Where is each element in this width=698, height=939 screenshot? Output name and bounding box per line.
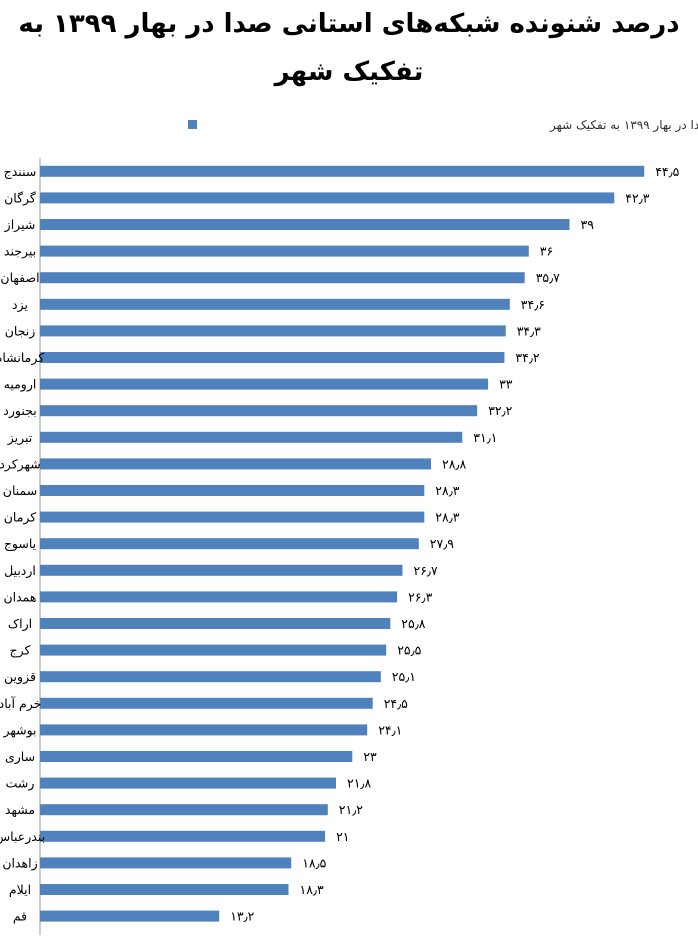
category-labels-group: سنندج گرگان شیراز بیرجند اصفهان یزد زنجان کرمان… <box>0 164 45 925</box>
bar <box>40 485 425 496</box>
bar <box>40 884 289 895</box>
bar <box>40 804 328 816</box>
category-label: اراک <box>8 616 32 632</box>
category-label: کرمانشاه <box>0 350 44 366</box>
bar <box>40 165 645 177</box>
value-label: ۲۴٫۵ <box>384 696 408 711</box>
category-label: بیرجند <box>4 244 36 260</box>
value-label: ۲۴٫۱ <box>378 722 402 737</box>
category-label: شهرکرد <box>0 456 41 472</box>
bar <box>40 724 368 736</box>
value-label: ۲۵٫۵ <box>397 643 421 658</box>
value-label: ۲۱٫۸ <box>347 776 371 791</box>
value-label: ۳۴٫۲ <box>515 350 539 365</box>
category-label: کرج <box>10 643 31 659</box>
value-label: ۳۴٫۶ <box>521 297 545 312</box>
value-label: ۲۳ <box>363 749 377 764</box>
category-label: ارومیه <box>4 377 37 393</box>
value-label: ۴۴٫۵ <box>655 164 679 179</box>
category-label: ایلام <box>9 882 31 897</box>
bar <box>40 830 326 842</box>
chart-title-line-1: درصد شنونده شبکه‌های استانی صدا در بهار … <box>18 9 679 39</box>
value-label: ۲۱٫۲ <box>339 802 363 817</box>
category-label: اصفهان <box>0 270 39 286</box>
bar <box>40 325 506 337</box>
category-label: کرمان <box>4 510 37 526</box>
value-label: ۲۶٫۷ <box>414 563 438 578</box>
legend-label: درصد شنونده شبکه‌های استانی صدا در بهار … <box>549 118 698 133</box>
category-label: ساری <box>5 749 35 765</box>
value-label: ۳۵٫۷ <box>536 270 560 285</box>
category-label: زاهدان <box>2 855 37 871</box>
value-label: ۳۶ <box>540 244 553 259</box>
value-label: ۲۵٫۱ <box>392 669 416 684</box>
category-label: قزوین <box>4 669 36 685</box>
bar <box>40 591 398 603</box>
bar <box>40 245 529 257</box>
chart-title-line-2: تفکیک شهر <box>273 57 424 87</box>
value-label: ۳۴٫۳ <box>517 323 541 338</box>
category-label: بجنورد <box>3 403 36 419</box>
bar <box>40 511 425 523</box>
category-label: شیراز <box>4 217 36 233</box>
bar <box>40 564 403 576</box>
bar <box>40 272 525 284</box>
value-label: ۳۹ <box>581 217 595 232</box>
bar <box>40 910 220 922</box>
category-label: همدان <box>3 589 36 604</box>
value-label: ۲۷٫۹ <box>430 536 454 551</box>
value-label: ۱۸٫۵ <box>302 855 326 870</box>
bar <box>40 777 336 789</box>
category-label: رشت <box>6 776 35 792</box>
value-label: ۲۵٫۸ <box>401 616 425 631</box>
category-label: یزد <box>12 297 28 313</box>
category-label: زنجان <box>5 323 36 339</box>
value-labels-group: ۴۴٫۵ ۴۲٫۳ ۳۹ ۳۶ ۳۵٫۷ ۳۴٫۶ ۳۴٫۳ ۳۴٫۲۳۳ ۳۲٫۲ ۳۱٫۱ ۲۸… <box>230 164 679 924</box>
value-label: ۲۸٫۳ <box>435 510 459 525</box>
bar <box>40 378 489 390</box>
bar <box>40 458 431 470</box>
value-label: ۴۲٫۳ <box>625 190 649 205</box>
bar <box>40 671 381 683</box>
bar <box>40 192 615 204</box>
bar <box>40 298 510 310</box>
legend-swatch <box>188 120 197 129</box>
category-label: خرم آباد <box>0 696 41 712</box>
value-label: ۲۶٫۳ <box>408 589 432 604</box>
value-label: ۲۸٫۳ <box>435 483 459 498</box>
value-label: ۲۱ <box>336 829 349 844</box>
bar <box>40 405 478 417</box>
category-label: یاسوج <box>4 536 37 552</box>
value-label: ۲۸٫۸ <box>442 456 466 471</box>
value-label: ۳۳ <box>499 377 513 392</box>
chart-legend: درصد شنونده شبکه‌های استانی صدا در بهار … <box>188 118 698 133</box>
bar <box>40 751 353 762</box>
bar <box>40 644 387 656</box>
value-label: ۱۳٫۲ <box>230 909 254 924</box>
bar <box>40 352 505 363</box>
category-label: تبریز <box>7 430 33 446</box>
category-label: سمنان <box>3 483 37 498</box>
category-label: مشهد <box>5 802 35 818</box>
bar <box>40 538 419 550</box>
bar <box>40 431 463 443</box>
bar <box>40 857 292 869</box>
value-label: ۳۱٫۱ <box>473 430 497 445</box>
bar <box>40 697 373 709</box>
bar <box>40 219 570 230</box>
category-label: قم <box>13 909 27 925</box>
bar <box>40 618 391 629</box>
value-label: ۱۸٫۳ <box>300 882 324 897</box>
category-label: گرگان <box>4 190 36 206</box>
category-label: بندرعباس <box>0 829 45 845</box>
category-label: سنندج <box>4 164 37 179</box>
bars-group <box>40 165 645 922</box>
category-label: بوشهر <box>2 722 36 738</box>
category-label: اردبیل <box>4 563 36 579</box>
value-label: ۳۲٫۲ <box>488 403 512 418</box>
